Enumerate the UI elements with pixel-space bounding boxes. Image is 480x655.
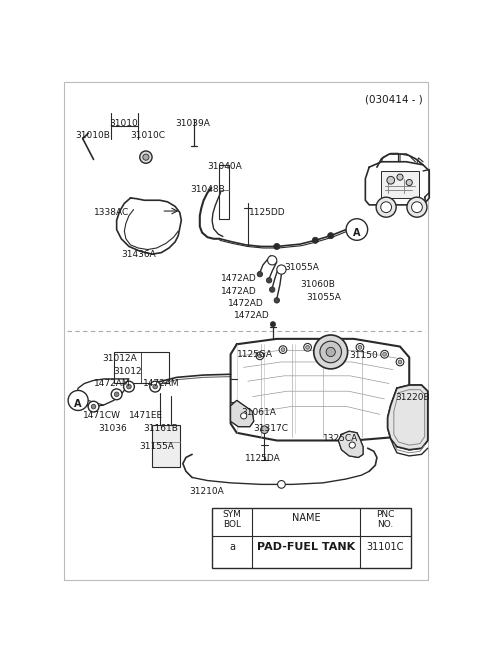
Circle shape: [274, 244, 280, 250]
Circle shape: [114, 392, 119, 397]
Text: 31048B: 31048B: [191, 185, 225, 194]
Polygon shape: [338, 431, 363, 457]
Text: 31036: 31036: [98, 424, 127, 432]
Text: 31161B: 31161B: [143, 424, 178, 432]
Circle shape: [326, 347, 336, 356]
Text: 31012A: 31012A: [103, 354, 138, 364]
Text: 1471EE: 1471EE: [129, 411, 163, 421]
Text: a: a: [229, 542, 235, 552]
Text: 31317C: 31317C: [254, 424, 288, 432]
Bar: [152, 425, 180, 468]
Circle shape: [256, 352, 264, 360]
Circle shape: [314, 335, 348, 369]
Text: 1472AM: 1472AM: [94, 379, 130, 388]
Circle shape: [153, 384, 157, 389]
Text: PAD-FUEL TANK: PAD-FUEL TANK: [257, 542, 355, 552]
Circle shape: [349, 442, 355, 448]
Circle shape: [358, 345, 362, 349]
Text: 1125GA: 1125GA: [237, 350, 273, 359]
Circle shape: [277, 265, 286, 274]
Text: 31039A: 31039A: [175, 119, 210, 128]
Circle shape: [320, 341, 341, 363]
Text: PNC
NO.: PNC NO.: [376, 510, 395, 529]
Polygon shape: [230, 339, 409, 441]
Text: 1472AD: 1472AD: [228, 299, 263, 308]
Text: SYM
BOL: SYM BOL: [223, 510, 241, 529]
Circle shape: [266, 278, 272, 283]
Circle shape: [277, 481, 285, 488]
Polygon shape: [230, 400, 254, 426]
Text: 1338AC: 1338AC: [94, 208, 129, 217]
Circle shape: [68, 390, 88, 411]
Text: 31155A: 31155A: [140, 442, 175, 451]
Text: 31210A: 31210A: [189, 487, 224, 496]
Text: 31101C: 31101C: [367, 542, 404, 552]
Text: 1472AD: 1472AD: [234, 311, 269, 320]
Text: 31060B: 31060B: [300, 280, 335, 290]
Text: 31040A: 31040A: [207, 162, 242, 171]
Circle shape: [257, 271, 263, 277]
Text: 1472AD: 1472AD: [221, 274, 257, 283]
Text: (030414 - ): (030414 - ): [365, 94, 423, 104]
Text: 1472AM: 1472AM: [143, 379, 180, 388]
Circle shape: [304, 343, 312, 351]
Bar: [114, 352, 169, 383]
Circle shape: [406, 179, 412, 185]
Circle shape: [306, 345, 310, 349]
Text: 1125DA: 1125DA: [244, 455, 280, 463]
Circle shape: [91, 404, 96, 409]
Circle shape: [411, 202, 422, 213]
Text: 1472AD: 1472AD: [221, 286, 257, 295]
Circle shape: [346, 219, 368, 240]
Circle shape: [269, 287, 275, 292]
Circle shape: [383, 352, 386, 356]
Text: 31010B: 31010B: [75, 131, 110, 140]
Text: 1125DD: 1125DD: [249, 208, 286, 217]
Polygon shape: [388, 385, 428, 450]
Text: A: A: [353, 227, 360, 238]
Circle shape: [261, 426, 268, 434]
Circle shape: [381, 202, 392, 213]
Circle shape: [397, 174, 403, 180]
Text: 31055A: 31055A: [306, 293, 341, 302]
Bar: [381, 171, 419, 198]
Text: 31061A: 31061A: [241, 408, 276, 417]
Text: 1325CA: 1325CA: [323, 434, 358, 443]
Circle shape: [376, 197, 396, 217]
Text: 31220B: 31220B: [396, 393, 430, 402]
Text: 1471CW: 1471CW: [83, 411, 121, 421]
Circle shape: [270, 322, 276, 327]
Circle shape: [88, 402, 99, 412]
Circle shape: [356, 343, 364, 351]
Circle shape: [396, 358, 404, 365]
Circle shape: [140, 151, 152, 163]
Circle shape: [240, 413, 247, 419]
Text: A: A: [74, 398, 82, 409]
Circle shape: [274, 297, 279, 303]
Circle shape: [267, 255, 277, 265]
Circle shape: [381, 350, 388, 358]
Circle shape: [143, 154, 149, 160]
Text: 31010C: 31010C: [131, 131, 166, 140]
Text: NAME: NAME: [292, 513, 320, 523]
Circle shape: [258, 354, 262, 358]
Bar: [212, 508, 411, 569]
Circle shape: [312, 237, 318, 244]
Text: 31436A: 31436A: [121, 250, 156, 259]
Circle shape: [127, 384, 131, 389]
Text: 31055A: 31055A: [285, 263, 319, 272]
Circle shape: [387, 176, 395, 184]
Text: 31012: 31012: [114, 367, 142, 375]
Circle shape: [407, 197, 427, 217]
Text: 31010: 31010: [109, 119, 138, 128]
Circle shape: [123, 381, 134, 392]
Circle shape: [150, 381, 160, 392]
Circle shape: [279, 346, 287, 354]
Circle shape: [398, 360, 402, 364]
Circle shape: [111, 389, 122, 400]
Circle shape: [328, 233, 334, 239]
Text: 31150: 31150: [349, 351, 378, 360]
Circle shape: [281, 348, 285, 352]
